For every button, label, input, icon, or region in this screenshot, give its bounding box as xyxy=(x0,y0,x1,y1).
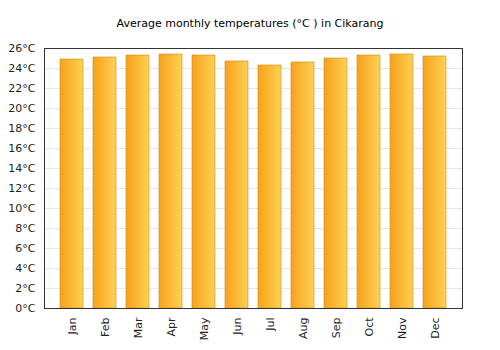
svg-text:Sep: Sep xyxy=(330,317,343,338)
svg-text:Dec: Dec xyxy=(429,318,442,339)
svg-text:Feb: Feb xyxy=(99,317,112,336)
svg-text:Oct: Oct xyxy=(363,317,376,337)
svg-text:10°C: 10°C xyxy=(8,202,35,215)
svg-text:Jan: Jan xyxy=(66,317,79,335)
svg-text:12°C: 12°C xyxy=(8,182,35,195)
svg-text:20°C: 20°C xyxy=(8,102,35,115)
svg-text:4°C: 4°C xyxy=(15,262,35,275)
svg-text:18°C: 18°C xyxy=(8,122,35,135)
svg-text:14°C: 14°C xyxy=(8,162,35,175)
svg-text:8°C: 8°C xyxy=(15,222,35,235)
html-text:Average monthly temperatures (: Average monthly temperatures (°C ) in Ci… xyxy=(116,17,384,30)
svg-text:Jun: Jun xyxy=(231,317,244,335)
svg-text:16°C: 16°C xyxy=(8,142,35,155)
svg-text:2°C: 2°C xyxy=(15,282,35,295)
svg-text:22°C: 22°C xyxy=(8,82,35,95)
svg-text:Nov: Nov xyxy=(396,317,409,339)
svg-text:Mar: Mar xyxy=(132,317,145,338)
svg-text:6°C: 6°C xyxy=(15,242,35,255)
svg-text:May: May xyxy=(198,317,211,340)
svg-text:24°C: 24°C xyxy=(8,62,35,75)
svg-text:Apr: Apr xyxy=(165,317,178,337)
svg-text:0°C: 0°C xyxy=(15,302,35,315)
svg-text:Aug: Aug xyxy=(297,318,310,339)
svg-text:Jul: Jul xyxy=(264,318,277,332)
svg-text:26°C: 26°C xyxy=(8,42,35,55)
